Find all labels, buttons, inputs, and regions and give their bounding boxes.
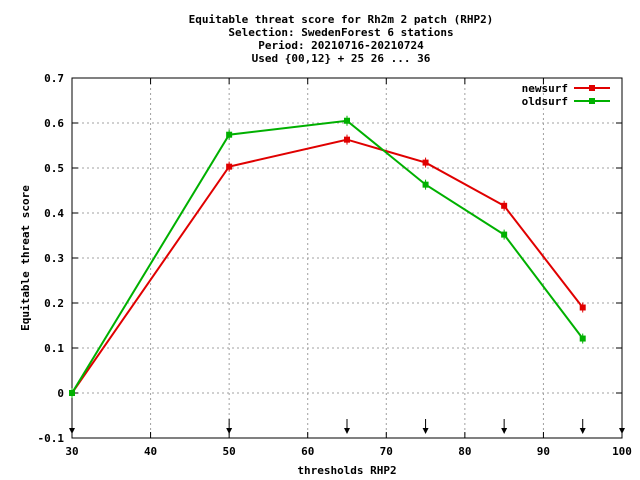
x-axis-label: thresholds RHP2 [297,464,396,477]
legend-label: newsurf [522,82,568,95]
threshold-arrow-head [344,428,350,434]
legend-swatch-point [589,98,595,104]
series-oldsurf [69,115,586,398]
y-tick-label: -0.1 [38,432,65,445]
threshold-arrow-icon [344,419,350,434]
series-line-oldsurf [71,119,584,394]
threshold-arrow-head [422,428,429,434]
y-tick-label: 0.1 [44,342,64,355]
legend-label: oldsurf [522,95,568,108]
title-line-2: Selection: SwedenForest 6 stations [228,26,453,39]
axis-ticks: -0.1 0 0.1 0.2 0.3 0.4 0.5 0.6 0.7 30 40 50 60 70 80 90… [38,72,632,458]
y-tick-label: 0.2 [44,297,64,310]
y-tick-label: 0.6 [44,117,64,130]
x-tick-label: 50 [223,445,236,458]
threshold-arrow-icon [226,419,233,434]
title-line-1: Equitable threat score for Rh2m 2 patch … [189,13,494,26]
legend-entry-oldsurf: oldsurf [522,95,610,108]
title-line-4: Used {00,12} + 25 26 ... 36 [252,52,431,65]
x-tick-label: 80 [458,445,471,458]
series-newsurf [69,134,586,398]
threshold-arrow-icon [501,419,508,434]
x-tick-label: 60 [301,445,314,458]
threshold-arrow-icon [619,419,625,434]
series-line-newsurf [71,138,584,394]
threshold-arrow-head [501,428,508,434]
legend-entry-newsurf: newsurf [522,82,610,95]
y-tick-label: 0.7 [44,72,64,85]
threshold-arrow-head [579,428,586,434]
series [69,115,586,398]
x-tick-label: 70 [380,445,393,458]
threshold-arrow-head [619,428,625,434]
x-tick-label: 100 [612,445,632,458]
y-tick-label: 0.3 [44,252,64,265]
y-axis-label: Equitable threat score [19,185,32,331]
x-tick-label: 30 [65,445,78,458]
y-tick-label: 0.4 [44,207,64,220]
chart-title: Equitable threat score for Rh2m 2 patch … [189,13,494,65]
y-tick-label: 0.5 [44,162,64,175]
y-tick-label: 0 [57,387,64,400]
threshold-arrow-head [226,428,233,434]
threshold-arrow-icon [69,419,75,434]
threshold-arrow-head [69,428,75,434]
threshold-markers [69,419,625,434]
threshold-arrow-icon [579,419,586,434]
threshold-arrow-icon [422,419,429,434]
title-line-3: Period: 20210716-20210724 [258,39,424,52]
x-tick-label: 90 [537,445,550,458]
legend-swatch-point [589,85,595,91]
x-tick-label: 40 [144,445,157,458]
